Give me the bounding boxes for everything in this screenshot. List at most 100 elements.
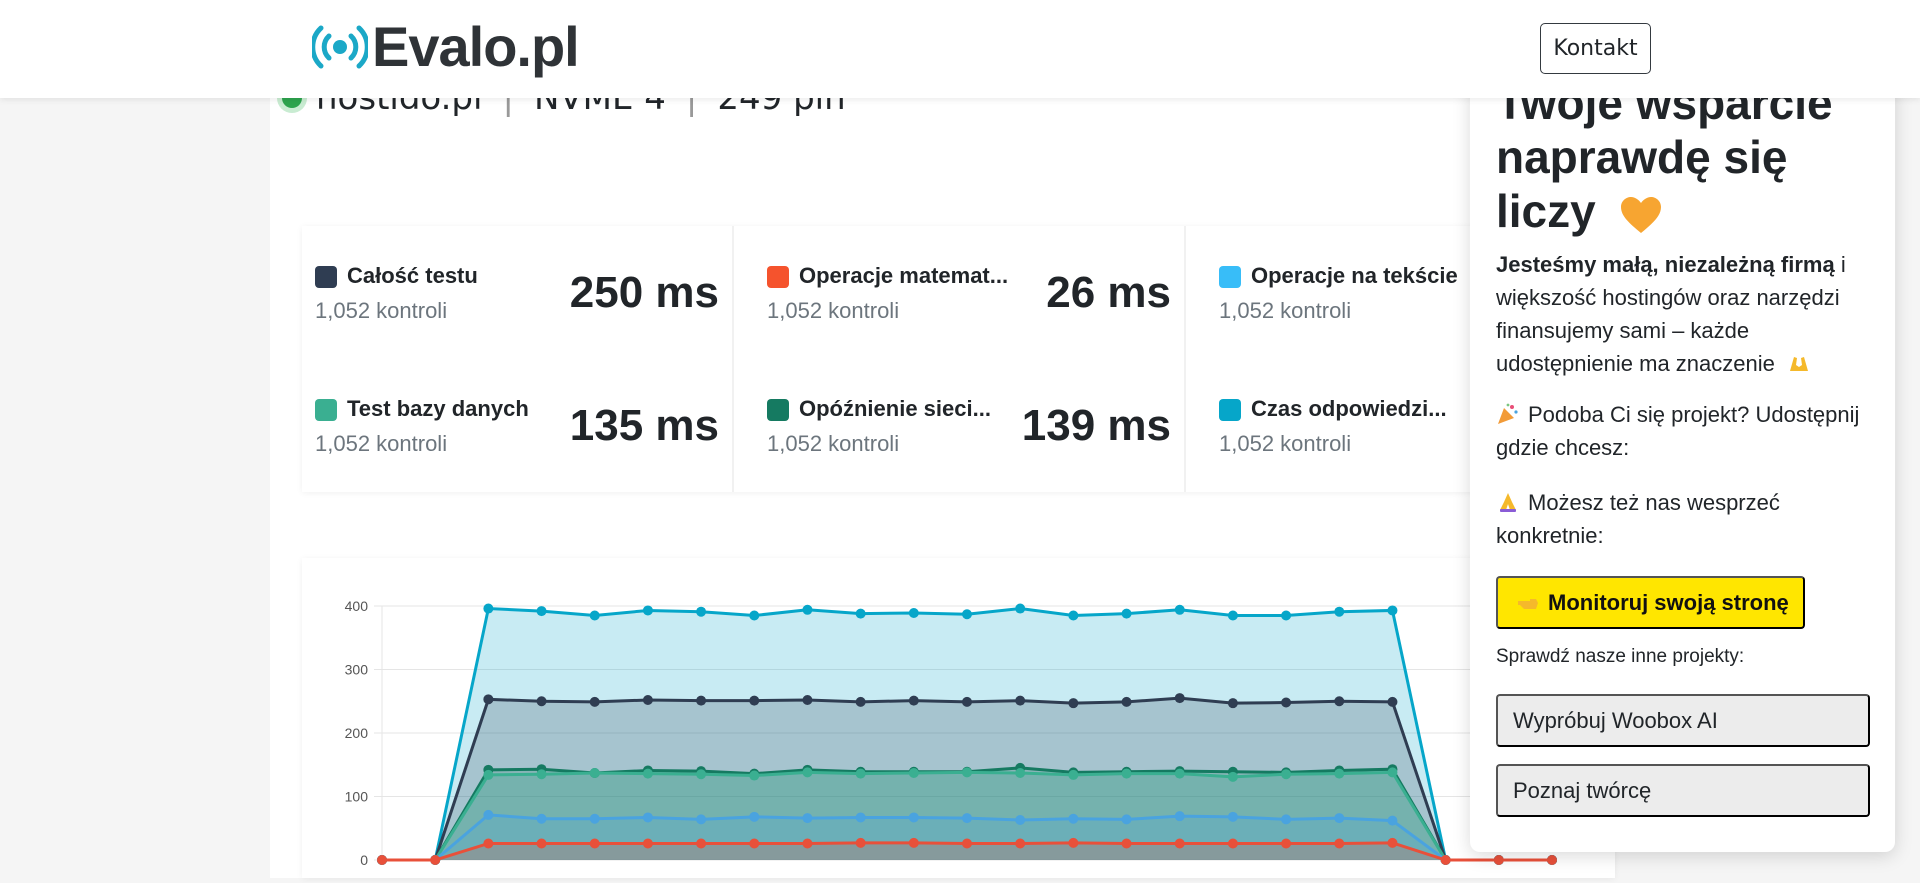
- party-popper-icon: [1498, 403, 1518, 424]
- legend-swatch: [315, 399, 337, 421]
- support-intro-rest: i większość hostingów oraz narzędzi fina…: [1496, 252, 1846, 376]
- data-point: [1387, 815, 1398, 826]
- broadcast-icon: [312, 25, 368, 68]
- data-point: [1015, 814, 1026, 825]
- heart-icon: [1620, 196, 1661, 233]
- data-point: [642, 812, 653, 823]
- data-point: [1121, 696, 1132, 707]
- series-area: [382, 814, 1552, 860]
- share-prompt: Podoba Ci się projekt? Udostępnij gdzie …: [1496, 398, 1876, 464]
- brand-logo[interactable]: Evalo.pl: [312, 14, 580, 79]
- stat-value: 135 ms: [569, 401, 719, 450]
- y-tick-label: 0: [360, 852, 368, 868]
- data-point: [536, 696, 547, 707]
- series-area: [382, 608, 1552, 860]
- data-point: [1281, 697, 1292, 708]
- data-point: [802, 694, 813, 705]
- chart-card: 400 300 200 100 0: [302, 558, 1615, 878]
- data-point: [1334, 696, 1345, 707]
- data-point: [802, 767, 813, 778]
- data-point: [1015, 838, 1026, 849]
- pointing-hand-icon: [1518, 598, 1538, 609]
- stat-name: Czas odpowiedzi...: [1251, 396, 1447, 421]
- data-point: [1281, 769, 1292, 780]
- data-point: [1334, 838, 1345, 849]
- stat-card[interactable]: Test bazy danych 1,052 kontroli 135 ms: [302, 359, 754, 492]
- support-intro: Jesteśmy małą, niezależną firmą i większ…: [1496, 248, 1876, 380]
- data-point: [749, 695, 760, 706]
- woobox-ai-button[interactable]: Wypróbuj Woobox AI: [1496, 694, 1870, 747]
- divider: [1184, 226, 1186, 492]
- separator: |: [685, 78, 698, 118]
- stat-card[interactable]: Całość testu 1,052 kontroli 250 ms: [302, 226, 754, 359]
- data-point: [1068, 769, 1079, 780]
- stat-count: 1,052 kontroli: [315, 431, 448, 456]
- legend-swatch: [1219, 399, 1241, 421]
- data-point: [536, 838, 547, 849]
- data-point: [1387, 837, 1398, 848]
- stat-count: 1,052 kontroli: [767, 431, 900, 456]
- data-point: [1174, 604, 1185, 615]
- data-point: [1227, 811, 1238, 822]
- data-point: [1015, 768, 1026, 779]
- data-point: [536, 813, 547, 824]
- data-point: [1547, 855, 1557, 865]
- data-point: [483, 603, 494, 614]
- data-point: [855, 837, 866, 848]
- stat-value: 26 ms: [1046, 268, 1171, 317]
- separator: |: [502, 78, 514, 118]
- data-point: [642, 838, 653, 849]
- monitor-site-button[interactable]: Monitoruj swoją stronę: [1496, 576, 1805, 629]
- support-title-text: Twoje wsparcie naprawdę się liczy: [1496, 77, 1833, 237]
- stat-card[interactable]: Operacje matemat... 1,052 kontroli 26 ms: [754, 226, 1206, 359]
- data-point: [855, 696, 866, 707]
- data-point: [589, 813, 600, 824]
- data-point: [1227, 610, 1238, 621]
- y-tick-label: 400: [345, 598, 369, 614]
- legend-swatch: [767, 266, 789, 288]
- data-point: [642, 768, 653, 779]
- y-tick-label: 300: [345, 662, 369, 678]
- data-point: [1334, 813, 1345, 824]
- share-text: Podoba Ci się projekt? Udostępnij gdzie …: [1496, 402, 1860, 460]
- data-point: [1068, 837, 1079, 848]
- meet-creator-button[interactable]: Poznaj twórcę: [1496, 764, 1870, 817]
- legend-swatch: [315, 266, 337, 288]
- navbar: Evalo.pl Kontakt: [0, 0, 1920, 98]
- data-point: [483, 838, 494, 849]
- data-point: [642, 694, 653, 705]
- stat-value: 250 ms: [569, 268, 719, 317]
- data-point: [1174, 693, 1185, 704]
- data-point: [589, 768, 600, 779]
- data-point: [1227, 838, 1238, 849]
- data-point: [749, 610, 760, 621]
- contact-button[interactable]: Kontakt: [1540, 23, 1651, 74]
- data-point: [1121, 814, 1132, 825]
- data-point: [589, 610, 600, 621]
- data-point: [962, 609, 972, 620]
- support-intro-bold: Jesteśmy małą, niezależną firmą: [1496, 252, 1835, 277]
- legend-swatch: [1219, 266, 1241, 288]
- data-point: [1068, 813, 1079, 824]
- data-point: [855, 608, 866, 619]
- data-point: [1281, 814, 1292, 825]
- data-point: [908, 768, 919, 779]
- other-projects-label: Sprawdź nasze inne projekty:: [1496, 646, 1745, 667]
- stat-name: Całość testu: [347, 263, 478, 288]
- data-point: [1387, 605, 1398, 616]
- data-point: [749, 838, 760, 849]
- stat-card[interactable]: Operacje na tekście 1,052 kontroli: [1206, 226, 1658, 359]
- stat-card[interactable]: Opóźnienie sieci... 1,052 kontroli 139 m…: [754, 359, 1206, 492]
- support-panel: Twoje wsparcie naprawdę się liczy Jesteś…: [1470, 66, 1895, 852]
- data-point: [802, 813, 813, 824]
- y-tick-label: 200: [345, 725, 369, 741]
- data-point: [696, 695, 707, 706]
- data-point: [962, 767, 972, 778]
- data-point: [536, 769, 547, 780]
- stat-count: 1,052 kontroli: [1219, 298, 1352, 323]
- response-time-chart: 400 300 200 100 0: [345, 598, 1557, 868]
- data-point: [483, 694, 494, 705]
- data-point: [908, 695, 919, 706]
- data-point: [1334, 606, 1345, 617]
- data-point: [749, 811, 760, 822]
